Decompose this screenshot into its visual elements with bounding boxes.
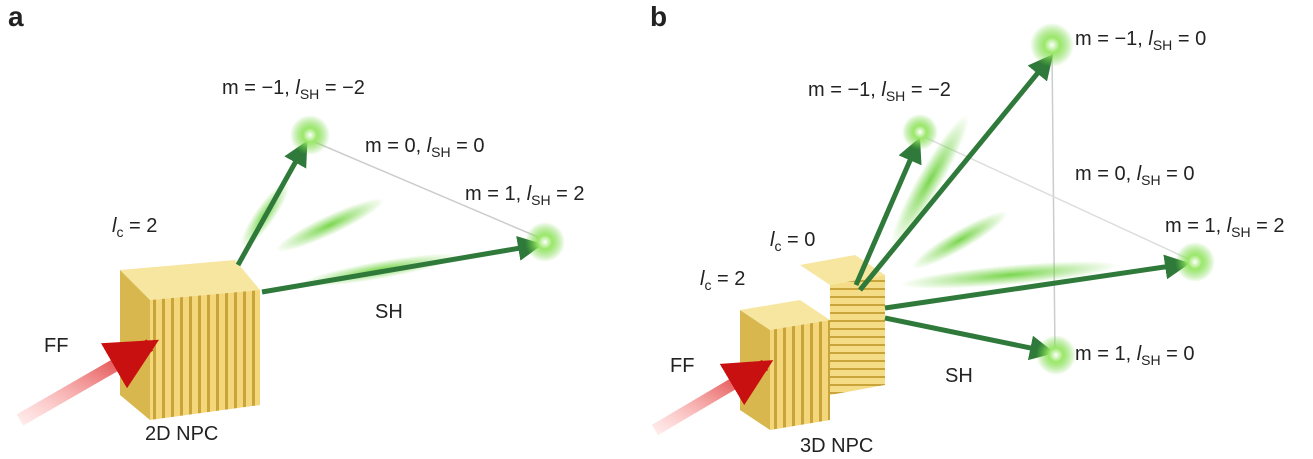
panel-letter: a bbox=[8, 1, 24, 32]
label-subscript: SH bbox=[1231, 224, 1250, 240]
sh-spot bbox=[1036, 335, 1076, 375]
cube-front bbox=[150, 290, 260, 420]
label-prefix: m = −1, bbox=[808, 79, 881, 101]
mode-label: m = −1, lSH = −2 bbox=[222, 77, 365, 102]
crystal-label: 2D NPC bbox=[145, 423, 218, 445]
label-suffix: = 0 bbox=[1161, 343, 1195, 365]
label-subscript: SH bbox=[300, 86, 319, 102]
sh-beam bbox=[885, 318, 1050, 352]
label-prefix: m = −1, bbox=[222, 77, 295, 99]
label-subscript: SH bbox=[431, 144, 450, 160]
label-prefix: m = 1, bbox=[1165, 215, 1227, 237]
output-label: SH bbox=[375, 301, 403, 323]
label-subscript: SH bbox=[1141, 172, 1160, 188]
label-suffix: = 2 bbox=[1251, 215, 1285, 237]
input-label: FF bbox=[44, 335, 68, 357]
label-suffix: = 2 bbox=[711, 268, 745, 290]
label-subscript: SH bbox=[531, 192, 550, 208]
input-label: FF bbox=[670, 355, 694, 377]
mode-label: m = 1, lSH = 0 bbox=[1075, 343, 1195, 368]
label-subscript: SH bbox=[1153, 37, 1172, 53]
cube-front bbox=[770, 320, 830, 430]
label-subscript: c bbox=[116, 224, 123, 240]
label-subscript: c bbox=[704, 277, 711, 293]
label-suffix: = 0 bbox=[1172, 28, 1206, 50]
label-suffix: = 0 bbox=[1161, 163, 1195, 185]
label-prefix: m = −1, bbox=[1075, 28, 1148, 50]
crystal-label: 3D NPC bbox=[800, 435, 873, 457]
cube-front bbox=[830, 275, 885, 395]
sh-spot bbox=[1175, 242, 1215, 282]
output-label: SH bbox=[945, 365, 973, 387]
mode-label: m = −1, lSH = −2 bbox=[808, 79, 951, 104]
label-prefix: m = 0, bbox=[365, 135, 427, 157]
sh-spot bbox=[1030, 23, 1074, 67]
mode-label: m = 0, lSH = 0 bbox=[1075, 163, 1195, 188]
label-suffix: = 2 bbox=[551, 183, 585, 205]
charge-label: lc = 2 bbox=[112, 215, 157, 240]
panel-a-graphics bbox=[20, 115, 565, 420]
label-suffix: = −2 bbox=[905, 79, 951, 101]
charge-label: lc = 2 bbox=[700, 268, 745, 293]
label-suffix: = 0 bbox=[781, 229, 815, 251]
sh-spot bbox=[902, 114, 938, 150]
label-prefix: m = 1, bbox=[465, 183, 527, 205]
mode-label: m = 0, lSH = 0 bbox=[365, 135, 485, 160]
glow bbox=[271, 191, 388, 260]
label-subscript: c bbox=[774, 238, 781, 254]
label-subscript: SH bbox=[1141, 352, 1160, 368]
sh-beam bbox=[262, 245, 538, 292]
guide-line bbox=[1052, 50, 1055, 355]
mode-label: m = −1, lSH = 0 bbox=[1075, 28, 1206, 53]
label-suffix: = 2 bbox=[123, 215, 157, 237]
sh-spot bbox=[525, 222, 565, 262]
label-subscript: SH bbox=[886, 88, 905, 104]
label-suffix: = −2 bbox=[319, 77, 365, 99]
charge-label: lc = 0 bbox=[770, 229, 815, 254]
mode-label: m = 1, lSH = 2 bbox=[465, 183, 585, 208]
sh-spot bbox=[290, 115, 330, 155]
label-prefix: m = 0, bbox=[1075, 163, 1137, 185]
panel-letter: b bbox=[650, 1, 667, 32]
mode-label: m = 1, lSH = 2 bbox=[1165, 215, 1285, 240]
figure: a 2D NPC FF SH lc = 2 m = −1, lSH = −2 m = 0, … bbox=[0, 0, 1313, 459]
label-suffix: = 0 bbox=[451, 135, 485, 157]
label-prefix: m = 1, bbox=[1075, 343, 1137, 365]
